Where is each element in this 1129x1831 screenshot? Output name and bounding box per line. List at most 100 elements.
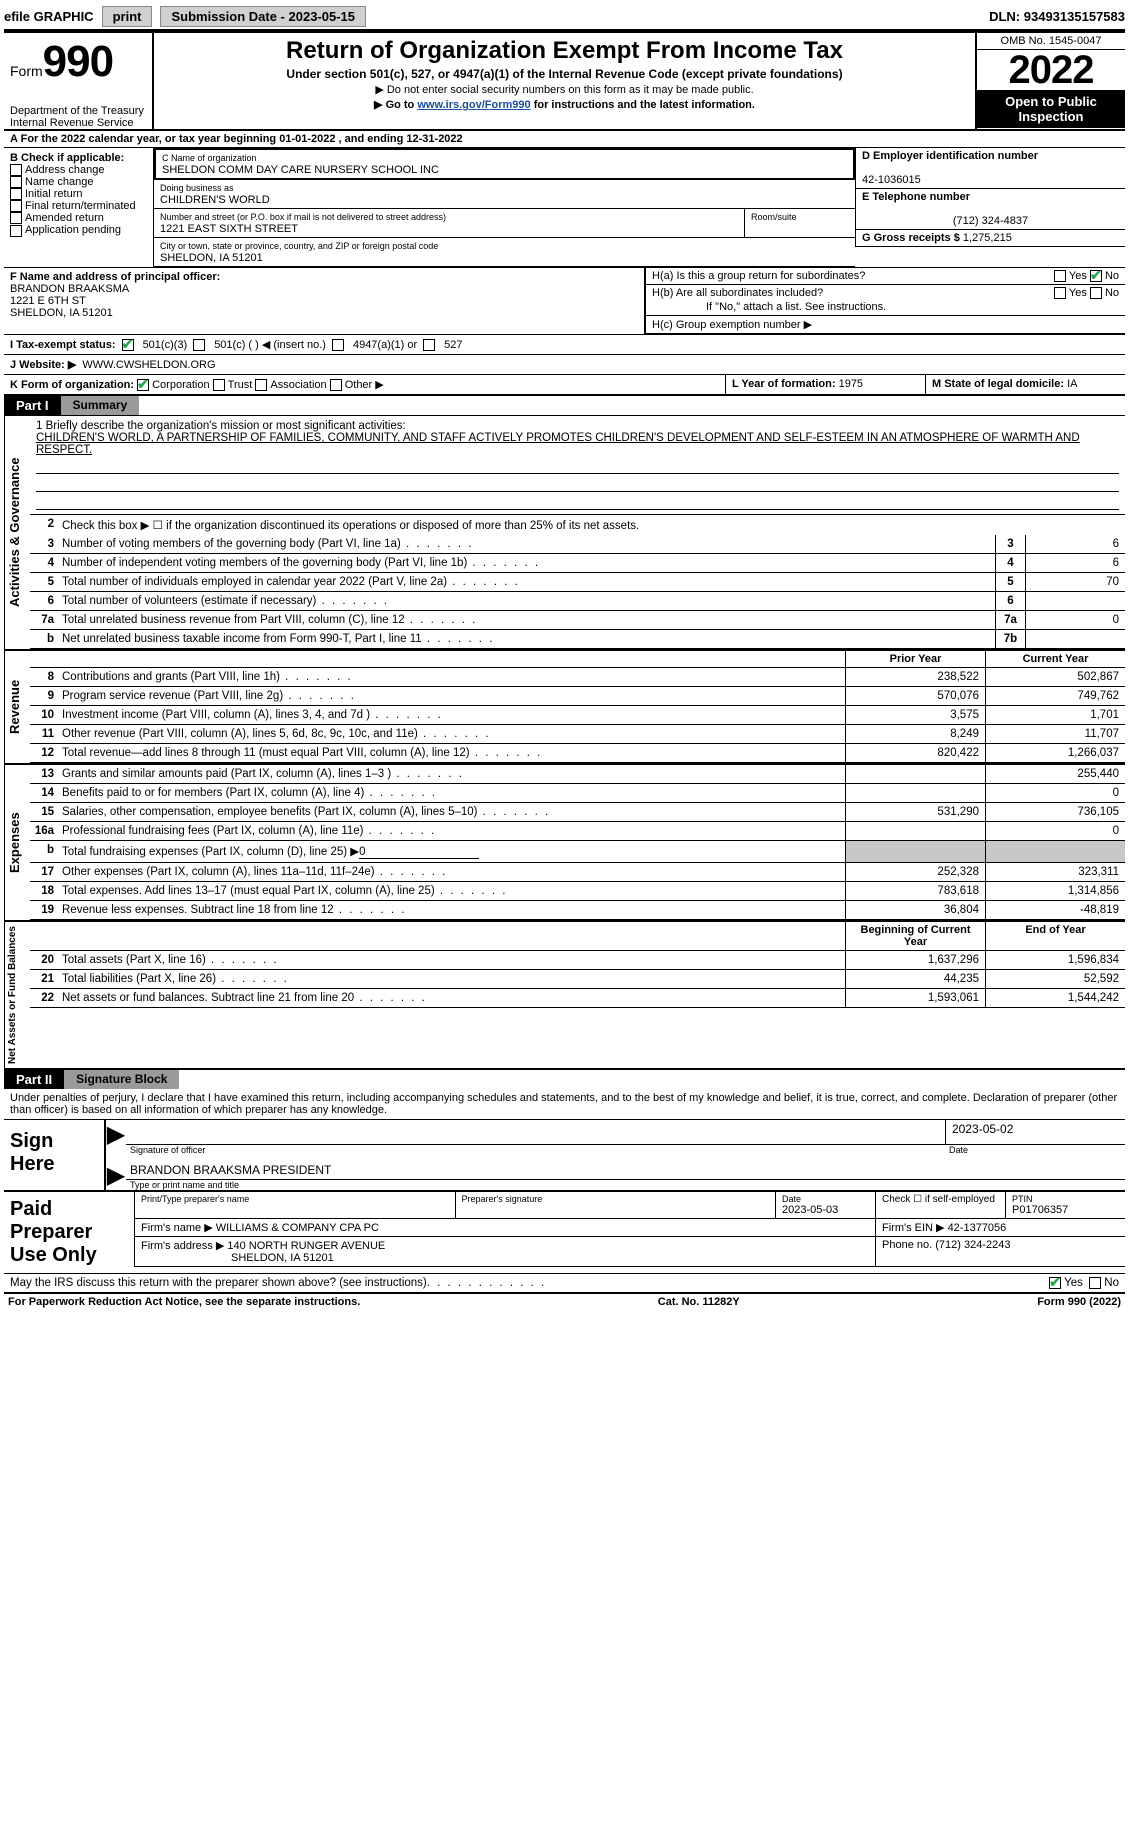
summary-line: 4Number of independent voting members of…: [30, 554, 1125, 573]
summary-line: 14Benefits paid to or for members (Part …: [30, 784, 1125, 803]
entity-info: B Check if applicable: Address change Na…: [4, 148, 1125, 267]
form-header: Form990 Department of the Treasury Inter…: [4, 33, 1125, 131]
assoc-checkbox[interactable]: [255, 379, 267, 391]
summary-line: bNet unrelated business taxable income f…: [30, 630, 1125, 649]
summary-line: 9Program service revenue (Part VIII, lin…: [30, 687, 1125, 706]
summary-line: 8Contributions and grants (Part VIII, li…: [30, 668, 1125, 687]
527-checkbox[interactable]: [423, 339, 435, 351]
city-state-zip: SHELDON, IA 51201: [160, 252, 263, 264]
amended-return-checkbox[interactable]: [10, 212, 22, 224]
hb-yes-checkbox[interactable]: [1054, 287, 1066, 299]
dln: DLN: 93493135157583: [989, 9, 1125, 24]
summary-line: 13Grants and similar amounts paid (Part …: [30, 765, 1125, 784]
dba-name: CHILDREN'S WORLD: [160, 194, 270, 206]
ha-no-checkbox[interactable]: [1090, 270, 1102, 282]
irs-label: Internal Revenue Service: [10, 117, 146, 129]
summary-line: 21Total liabilities (Part X, line 26)44,…: [30, 970, 1125, 989]
4947-checkbox[interactable]: [332, 339, 344, 351]
mission-block: 1 Briefly describe the organization's mi…: [30, 416, 1125, 515]
print-button[interactable]: print: [102, 6, 153, 27]
summary-line: 11Other revenue (Part VIII, column (A), …: [30, 725, 1125, 744]
summary-line: 18Total expenses. Add lines 13–17 (must …: [30, 882, 1125, 901]
summary-line: 16aProfessional fundraising fees (Part I…: [30, 822, 1125, 841]
form-title: Return of Organization Exempt From Incom…: [160, 37, 969, 65]
hc-group-exemption: H(c) Group exemption number ▶: [645, 316, 1125, 334]
summary-line: 5Total number of individuals employed in…: [30, 573, 1125, 592]
summary-line: 20Total assets (Part X, line 16)1,637,29…: [30, 951, 1125, 970]
ha-yes-checkbox[interactable]: [1054, 270, 1066, 282]
irs-link[interactable]: www.irs.gov/Form990: [417, 99, 530, 111]
tax-year: 2022: [977, 50, 1125, 90]
officer-name-title: BRANDON BRAAKSMA PRESIDENT: [126, 1161, 1125, 1180]
form-word: Form: [10, 63, 43, 79]
summary-line: 15Salaries, other compensation, employee…: [30, 803, 1125, 822]
summary-line: 6Total number of volunteers (estimate if…: [30, 592, 1125, 611]
summary-line: 10Investment income (Part VIII, column (…: [30, 706, 1125, 725]
state-domicile: IA: [1067, 378, 1077, 390]
summary-line: 3Number of voting members of the governi…: [30, 535, 1125, 554]
part-ii-num: Part II: [4, 1070, 64, 1089]
trust-checkbox[interactable]: [213, 379, 225, 391]
other-checkbox[interactable]: [330, 379, 342, 391]
ptin: P01706357: [1012, 1204, 1068, 1216]
summary-line: 2Check this box ▶ ☐ if the organization …: [30, 515, 1125, 535]
summary-line: bTotal fundraising expenses (Part IX, co…: [30, 841, 1125, 863]
final-return-checkbox[interactable]: [10, 200, 22, 212]
goto-note: ▶ Go to www.irs.gov/Form990 for instruct…: [160, 98, 969, 111]
treasury-dept: Department of the Treasury: [10, 105, 146, 117]
summary-line: 19Revenue less expenses. Subtract line 1…: [30, 901, 1125, 920]
paperwork-notice: For Paperwork Reduction Act Notice, see …: [8, 1296, 360, 1308]
side-netassets: Net Assets or Fund Balances: [4, 922, 30, 1068]
firm-addr1: 140 NORTH RUNGER AVENUE: [227, 1240, 385, 1252]
gross-receipts: 1,275,215: [963, 232, 1012, 244]
side-revenue: Revenue: [4, 651, 30, 763]
room-suite-label: Room/suite: [751, 212, 797, 222]
firm-name: WILLIAMS & COMPANY CPA PC: [216, 1222, 379, 1234]
name-change-checkbox[interactable]: [10, 176, 22, 188]
part-i-num: Part I: [4, 396, 61, 415]
summary-line: 7aTotal unrelated business revenue from …: [30, 611, 1125, 630]
discuss-yes-checkbox[interactable]: [1049, 1277, 1061, 1289]
efile-label: efile GRAPHIC: [4, 9, 94, 24]
phone: (712) 324-4837: [862, 215, 1119, 227]
501c-checkbox[interactable]: [193, 339, 205, 351]
form-number: 990: [43, 37, 113, 86]
firm-ein: 42-1377056: [948, 1222, 1007, 1234]
corp-checkbox[interactable]: [137, 379, 149, 391]
discuss-no-checkbox[interactable]: [1089, 1277, 1101, 1289]
officer-name: BRANDON BRAAKSMA: [10, 283, 129, 295]
summary-line: 22Net assets or fund balances. Subtract …: [30, 989, 1125, 1008]
penalties-text: Under penalties of perjury, I declare th…: [4, 1089, 1125, 1120]
form-footer: Form 990 (2022): [1037, 1296, 1121, 1308]
sign-here-label: Sign Here: [4, 1120, 104, 1190]
paid-preparer-label: Paid Preparer Use Only: [4, 1192, 134, 1273]
org-name: SHELDON COMM DAY CARE NURSERY SCHOOL INC: [162, 164, 439, 176]
part-ii-title: Signature Block: [64, 1070, 179, 1089]
period-line: A For the 2022 calendar year, or tax yea…: [4, 131, 1125, 148]
prep-date: 2023-05-03: [782, 1204, 838, 1216]
ein: 42-1036015: [862, 174, 921, 186]
cat-no: Cat. No. 11282Y: [658, 1296, 740, 1308]
initial-return-checkbox[interactable]: [10, 188, 22, 200]
sig-date: 2023-05-02: [945, 1120, 1125, 1144]
firm-phone: (712) 324-2243: [935, 1239, 1010, 1251]
website: WWW.CWSHELDON.ORG: [82, 359, 215, 371]
submission-date-box: Submission Date - 2023-05-15: [160, 6, 366, 27]
hb-no-checkbox[interactable]: [1090, 287, 1102, 299]
summary-line: 12Total revenue—add lines 8 through 11 (…: [30, 744, 1125, 763]
addr-change-checkbox[interactable]: [10, 164, 22, 176]
mission-text: CHILDREN'S WORLD, A PARTNERSHIP OF FAMIL…: [36, 432, 1119, 456]
summary-line: 17Other expenses (Part IX, column (A), l…: [30, 863, 1125, 882]
part-i-title: Summary: [61, 396, 140, 415]
app-pending-checkbox[interactable]: [10, 225, 22, 237]
side-activities: Activities & Governance: [4, 416, 30, 649]
b-label: B Check if applicable:: [10, 152, 147, 164]
form-subtitle: Under section 501(c), 527, or 4947(a)(1)…: [160, 67, 969, 81]
year-formation: 1975: [839, 378, 863, 390]
side-expenses: Expenses: [4, 765, 30, 920]
top-bar: efile GRAPHIC print Submission Date - 20…: [4, 4, 1125, 29]
501c3-checkbox[interactable]: [122, 339, 134, 351]
firm-addr2: SHELDON, IA 51201: [141, 1252, 334, 1264]
street-address: 1221 EAST SIXTH STREET: [160, 223, 298, 235]
ssn-note: ▶ Do not enter social security numbers o…: [160, 83, 969, 96]
